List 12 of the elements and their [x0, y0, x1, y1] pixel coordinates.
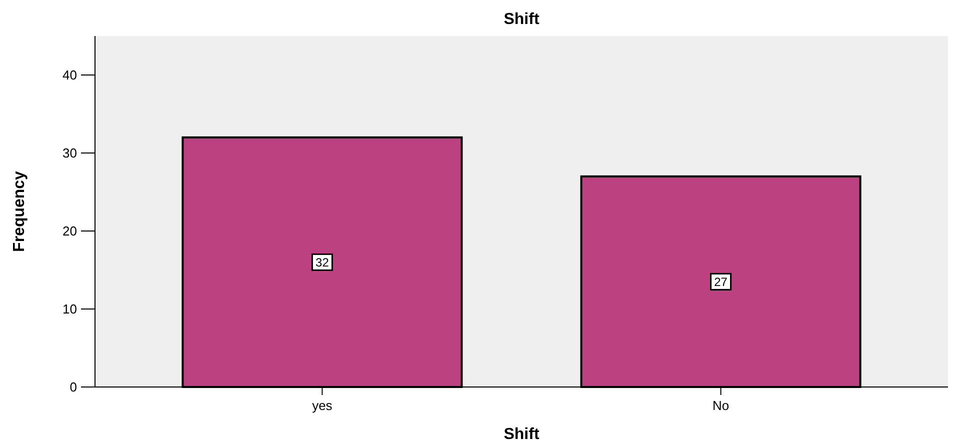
data-label: 32 [316, 256, 330, 270]
chart-title: Shift [504, 11, 540, 28]
y-tick-label: 30 [62, 146, 77, 160]
x-axis-title: Shift [504, 426, 540, 443]
y-tick-label: 20 [62, 224, 77, 238]
y-tick-label: 0 [70, 380, 77, 394]
y-axis-title: Frequency [11, 170, 28, 252]
y-tick-label: 10 [62, 302, 77, 316]
x-tick-label: yes [312, 398, 333, 413]
y-tick-label: 40 [62, 68, 77, 82]
data-label: 27 [714, 275, 728, 290]
x-tick-label: No [712, 398, 730, 413]
